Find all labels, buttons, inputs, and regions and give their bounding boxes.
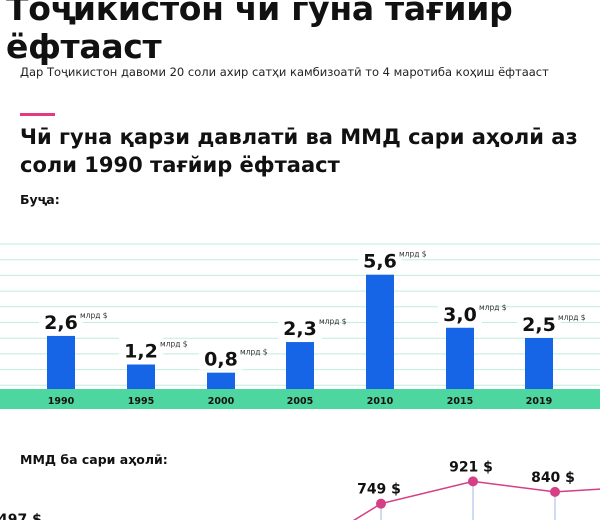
- bar-1990: [47, 335, 75, 389]
- bar-unit-label: млрд $: [319, 317, 347, 326]
- line-point: [468, 476, 478, 487]
- line-series: [380, 480, 600, 505]
- bar-value-label: 0,8: [204, 349, 238, 371]
- bar-2015: [446, 327, 474, 389]
- bar-unit-label: млрд $: [160, 340, 188, 349]
- line-value-label: 921 $: [449, 459, 493, 475]
- bar-label-bg: [119, 337, 163, 362]
- x-tick-label: 2000: [208, 396, 235, 407]
- bar-unit-label: млрд $: [80, 311, 108, 320]
- bar-label-bg: [438, 300, 482, 325]
- budget-chart-title: Буҷа:: [20, 192, 60, 207]
- bar-label-bg: [358, 247, 402, 272]
- bar-value-label: 2,5: [522, 314, 556, 336]
- bar-label-bg: [517, 310, 561, 335]
- bar-2010: [366, 274, 394, 389]
- bar-2019: [525, 337, 553, 389]
- line-value-label-partial: 497 $: [0, 512, 42, 520]
- bar-label-bg: [39, 308, 83, 333]
- bar-unit-label: млрд $: [479, 303, 507, 312]
- x-tick-label: 1990: [48, 396, 75, 407]
- line-chart-marks: 749 $ 921 $ 840 $ 497 $: [0, 459, 600, 520]
- bar-unit-label: млрд $: [399, 250, 427, 259]
- bar-label-bg: [199, 345, 243, 370]
- bar-chart-axis-band: [0, 389, 600, 409]
- section-heading: Чӣ гуна қарзи давлатӣ ва ММД сари аҳолӣ …: [20, 125, 578, 177]
- gdp-chart-title: ММД ба сари аҳолӣ:: [20, 452, 168, 467]
- page-subtitle: Дар Тоҷикистон давоми 20 соли ахир сатҳи…: [20, 65, 549, 79]
- line-point: [550, 486, 560, 497]
- x-tick-label: 2010: [367, 396, 394, 407]
- line-series-segment: [352, 503, 382, 520]
- bar-value-label: 2,6: [44, 312, 78, 334]
- bar-2000: [207, 372, 235, 389]
- page-title: Тоҷикистон чӣ гуна тағйир ёфтааст: [6, 0, 513, 66]
- bar-unit-label: млрд $: [558, 313, 586, 322]
- x-tick-label: 2015: [447, 396, 473, 407]
- accent-divider: [20, 113, 55, 116]
- line-value-label: 749 $: [357, 482, 401, 498]
- bar-value-label: 1,2: [124, 341, 158, 363]
- bar-value-label: 2,3: [283, 318, 317, 340]
- bar-value-label: 5,6: [363, 251, 397, 273]
- x-tick-label: 2005: [287, 396, 313, 407]
- line-point: [376, 498, 386, 509]
- bar-value-label: 3,0: [443, 304, 477, 326]
- bar-unit-label: млрд $: [240, 348, 268, 357]
- bar-2005: [286, 342, 314, 389]
- bar-1995: [127, 364, 155, 389]
- line-value-label: 840 $: [531, 470, 575, 486]
- x-tick-label: 2019: [526, 396, 552, 407]
- bar-label-bg: [278, 315, 322, 340]
- x-tick-label: 1995: [128, 396, 154, 407]
